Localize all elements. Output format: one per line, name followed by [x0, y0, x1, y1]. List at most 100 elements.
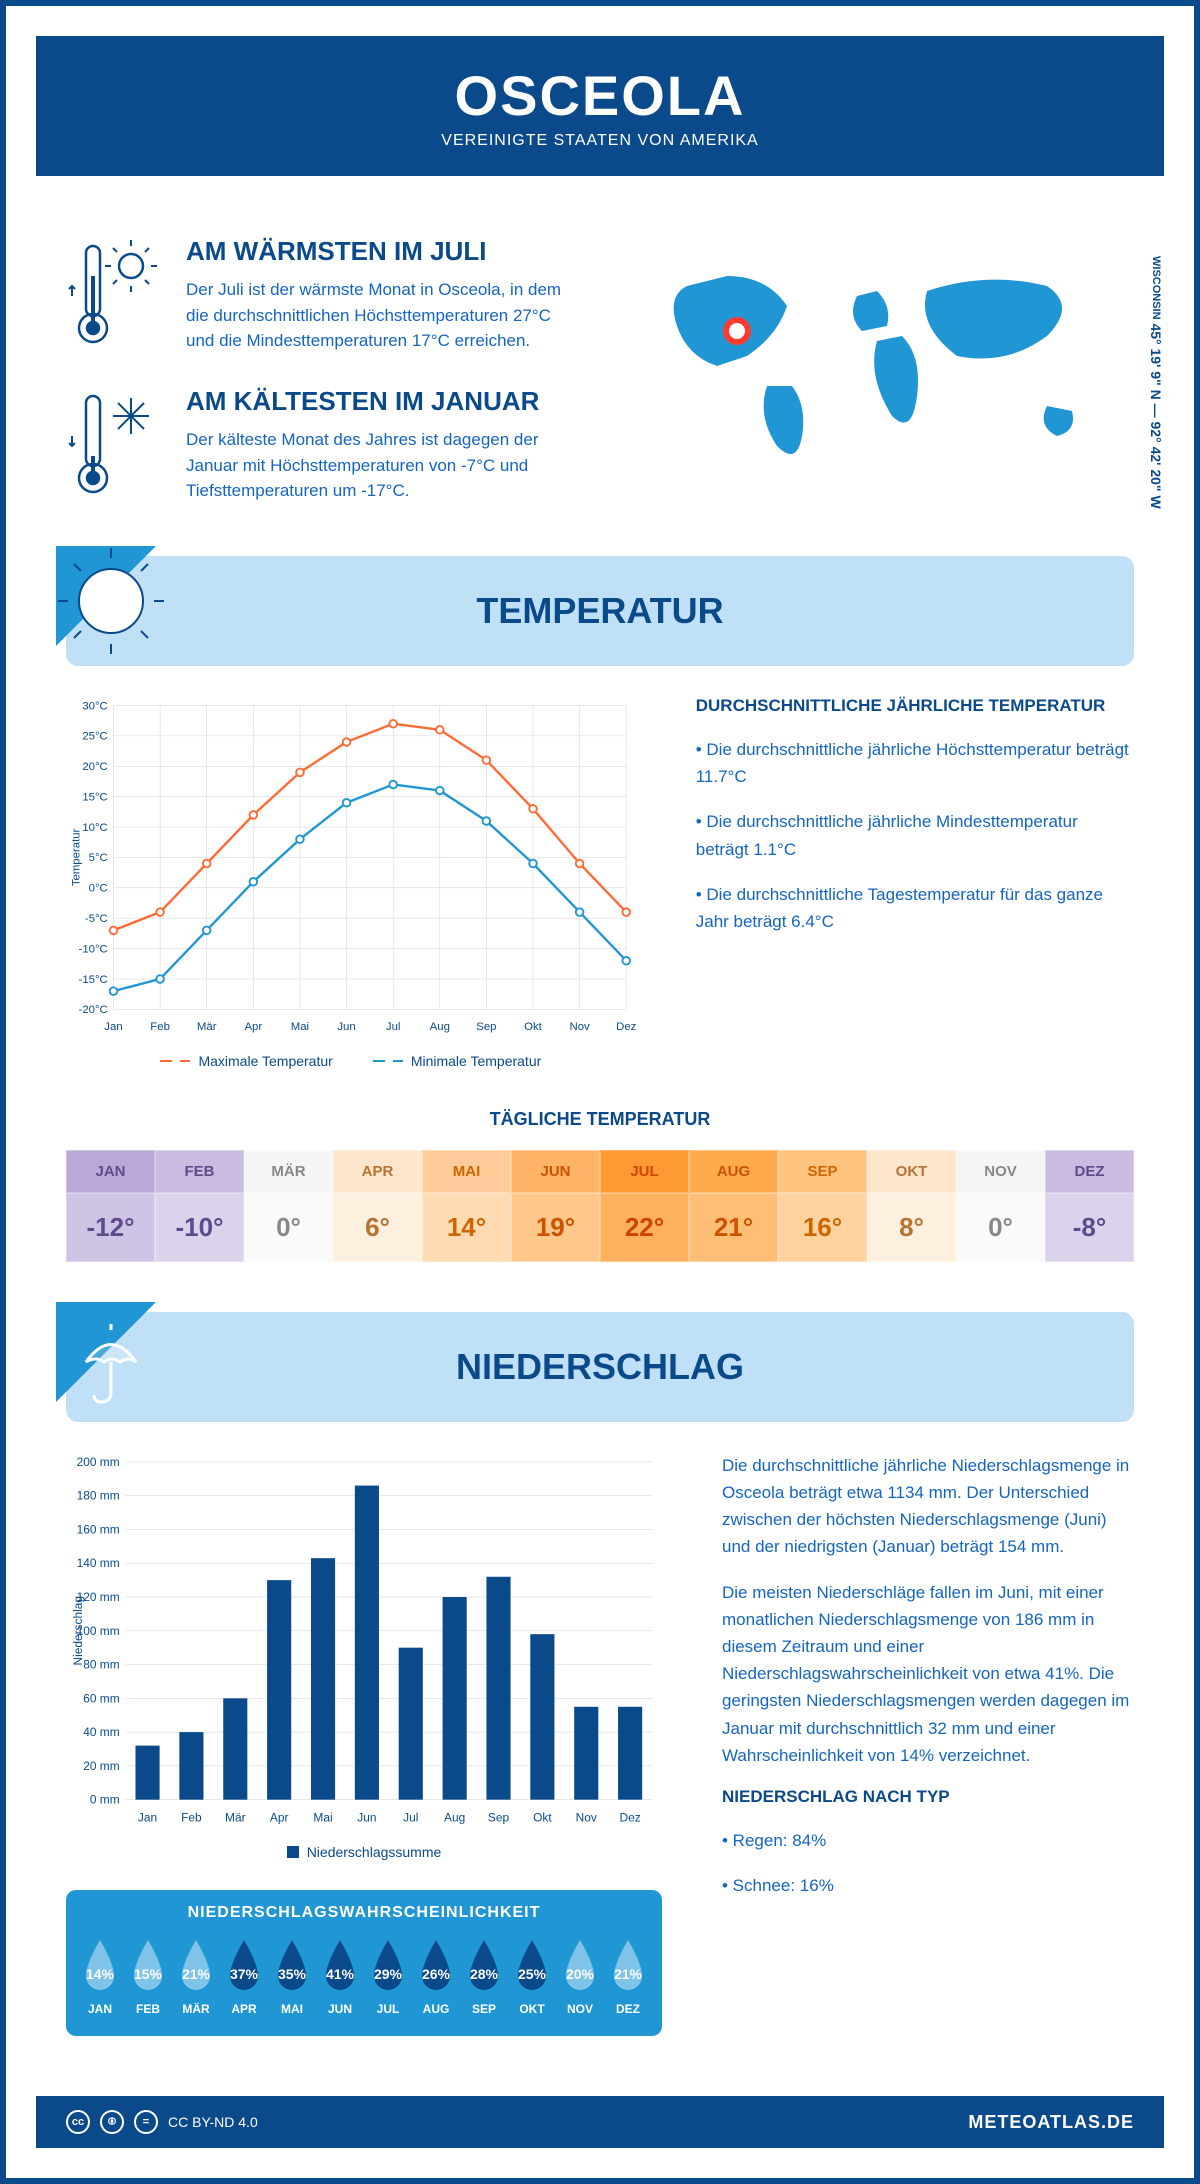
- drop-icon: 26%: [412, 1936, 460, 1996]
- cc-icon: cc: [66, 2110, 90, 2134]
- svg-text:5°C: 5°C: [89, 852, 108, 864]
- sun-icon: [56, 546, 186, 676]
- svg-text:Sep: Sep: [476, 1021, 496, 1033]
- svg-text:-10°C: -10°C: [79, 943, 108, 955]
- temperature-stats: DURCHSCHNITTLICHE JÄHRLICHE TEMPERATUR •…: [696, 696, 1134, 1069]
- svg-text:-20°C: -20°C: [79, 1004, 108, 1016]
- location-marker-icon: [726, 320, 748, 342]
- temperature-legend: Maximale Temperatur Minimale Temperatur: [66, 1053, 636, 1069]
- svg-text:Aug: Aug: [430, 1021, 450, 1033]
- world-map-icon: [620, 236, 1134, 486]
- drop-icon: 25%: [508, 1936, 556, 1996]
- temperature-title: TEMPERATUR: [476, 590, 723, 632]
- svg-text:180 mm: 180 mm: [77, 1489, 120, 1503]
- svg-text:15°C: 15°C: [82, 791, 107, 803]
- precipitation-chart: 0 mm20 mm40 mm60 mm80 mm100 mm120 mm140 …: [66, 1452, 662, 2036]
- svg-text:Jun: Jun: [337, 1021, 355, 1033]
- svg-text:Apr: Apr: [244, 1021, 262, 1033]
- svg-text:40 mm: 40 mm: [83, 1725, 119, 1739]
- svg-text:Sep: Sep: [488, 1810, 510, 1824]
- daily-cell: JUN19°: [511, 1150, 600, 1262]
- coordinates: WISCONSIN 45° 19' 9" N — 92° 42' 20" W: [1148, 256, 1164, 509]
- svg-text:Feb: Feb: [181, 1810, 202, 1824]
- drop-icon: 21%: [604, 1936, 652, 1996]
- svg-text:Dez: Dez: [620, 1810, 641, 1824]
- warmest-title: AM WÄRMSTEN IM JULI: [186, 236, 580, 267]
- daily-cell: FEB-10°: [155, 1150, 244, 1262]
- svg-text:Okt: Okt: [533, 1810, 552, 1824]
- svg-text:Jul: Jul: [403, 1810, 418, 1824]
- drop-cell: 41%JUN: [316, 1936, 364, 2016]
- summary-row: AM WÄRMSTEN IM JULI Der Juli ist der wär…: [66, 236, 1134, 536]
- thermometer-sun-icon: [66, 236, 166, 356]
- svg-text:80 mm: 80 mm: [83, 1657, 119, 1671]
- coldest-text: Der kälteste Monat des Jahres ist dagege…: [186, 427, 580, 504]
- svg-text:Dez: Dez: [616, 1021, 636, 1033]
- coldest-block: AM KÄLTESTEN IM JANUAR Der kälteste Mona…: [66, 386, 580, 506]
- drop-cell: 35%MAI: [268, 1936, 316, 2016]
- temperature-banner: TEMPERATUR: [66, 556, 1134, 666]
- svg-text:Aug: Aug: [444, 1810, 465, 1824]
- svg-text:Temperatur: Temperatur: [70, 828, 82, 886]
- svg-text:Mai: Mai: [291, 1021, 309, 1033]
- svg-text:Jan: Jan: [138, 1810, 157, 1824]
- svg-text:10°C: 10°C: [82, 822, 107, 834]
- temperature-chart: -20°C-15°C-10°C-5°C0°C5°C10°C15°C20°C25°…: [66, 696, 636, 1069]
- drop-icon: 37%: [220, 1936, 268, 1996]
- svg-text:-5°C: -5°C: [85, 913, 108, 925]
- svg-text:Okt: Okt: [524, 1021, 543, 1033]
- svg-text:140 mm: 140 mm: [77, 1556, 120, 1570]
- svg-text:Feb: Feb: [150, 1021, 170, 1033]
- precipitation-banner: NIEDERSCHLAG: [66, 1312, 1134, 1422]
- daily-cell: MÄR0°: [244, 1150, 333, 1262]
- nd-icon: =: [134, 2110, 158, 2134]
- drop-cell: 20%NOV: [556, 1936, 604, 2016]
- svg-text:Nov: Nov: [569, 1021, 590, 1033]
- daily-temp-table: JAN-12°FEB-10°MÄR0°APR6°MAI14°JUN19°JUL2…: [66, 1150, 1134, 1262]
- drop-icon: 28%: [460, 1936, 508, 1996]
- svg-text:200 mm: 200 mm: [77, 1455, 120, 1469]
- svg-text:0°C: 0°C: [89, 883, 108, 895]
- svg-text:60 mm: 60 mm: [83, 1691, 119, 1705]
- drop-cell: 29%JUL: [364, 1936, 412, 2016]
- coldest-title: AM KÄLTESTEN IM JANUAR: [186, 386, 580, 417]
- svg-text:Mai: Mai: [313, 1810, 332, 1824]
- header: OSCEOLA VEREINIGTE STAATEN VON AMERIKA: [36, 36, 1164, 176]
- site-name: METEOATLAS.DE: [968, 2112, 1134, 2133]
- svg-text:Niederschlag: Niederschlag: [71, 1596, 85, 1666]
- precipitation-text: Die durchschnittliche jährliche Niedersc…: [722, 1452, 1134, 2036]
- daily-cell: DEZ-8°: [1045, 1150, 1134, 1262]
- precipitation-title: NIEDERSCHLAG: [456, 1346, 744, 1388]
- svg-text:Mär: Mär: [197, 1021, 217, 1033]
- drop-cell: 26%AUG: [412, 1936, 460, 2016]
- footer: cc 🅯 = CC BY-ND 4.0 METEOATLAS.DE: [36, 2096, 1164, 2148]
- drop-cell: 14%JAN: [76, 1936, 124, 2016]
- daily-cell: AUG21°: [689, 1150, 778, 1262]
- svg-text:Nov: Nov: [576, 1810, 597, 1824]
- warmest-block: AM WÄRMSTEN IM JULI Der Juli ist der wär…: [66, 236, 580, 356]
- daily-cell: MAI14°: [422, 1150, 511, 1262]
- daily-temp-title: TÄGLICHE TEMPERATUR: [66, 1109, 1134, 1130]
- drop-cell: 21%MÄR: [172, 1936, 220, 2016]
- svg-text:30°C: 30°C: [82, 700, 107, 712]
- svg-text:25°C: 25°C: [82, 731, 107, 743]
- drop-icon: 35%: [268, 1936, 316, 1996]
- svg-text:Jan: Jan: [104, 1021, 122, 1033]
- svg-text:Jun: Jun: [357, 1810, 376, 1824]
- svg-text:20 mm: 20 mm: [83, 1759, 119, 1773]
- drop-icon: 29%: [364, 1936, 412, 1996]
- license: cc 🅯 = CC BY-ND 4.0: [66, 2110, 258, 2134]
- page-title: OSCEOLA: [455, 63, 746, 128]
- drop-icon: 21%: [172, 1936, 220, 1996]
- svg-text:160 mm: 160 mm: [77, 1522, 120, 1536]
- map-column: WISCONSIN 45° 19' 9" N — 92° 42' 20" W: [620, 236, 1134, 536]
- infographic-page: OSCEOLA VEREINIGTE STAATEN VON AMERIKA A…: [0, 0, 1200, 2184]
- by-icon: 🅯: [100, 2110, 124, 2134]
- svg-text:Jul: Jul: [386, 1021, 401, 1033]
- drop-cell: 21%DEZ: [604, 1936, 652, 2016]
- drop-cell: 15%FEB: [124, 1936, 172, 2016]
- daily-cell: JAN-12°: [66, 1150, 155, 1262]
- drop-icon: 14%: [76, 1936, 124, 1996]
- svg-text:Apr: Apr: [270, 1810, 289, 1824]
- drop-icon: 41%: [316, 1936, 364, 1996]
